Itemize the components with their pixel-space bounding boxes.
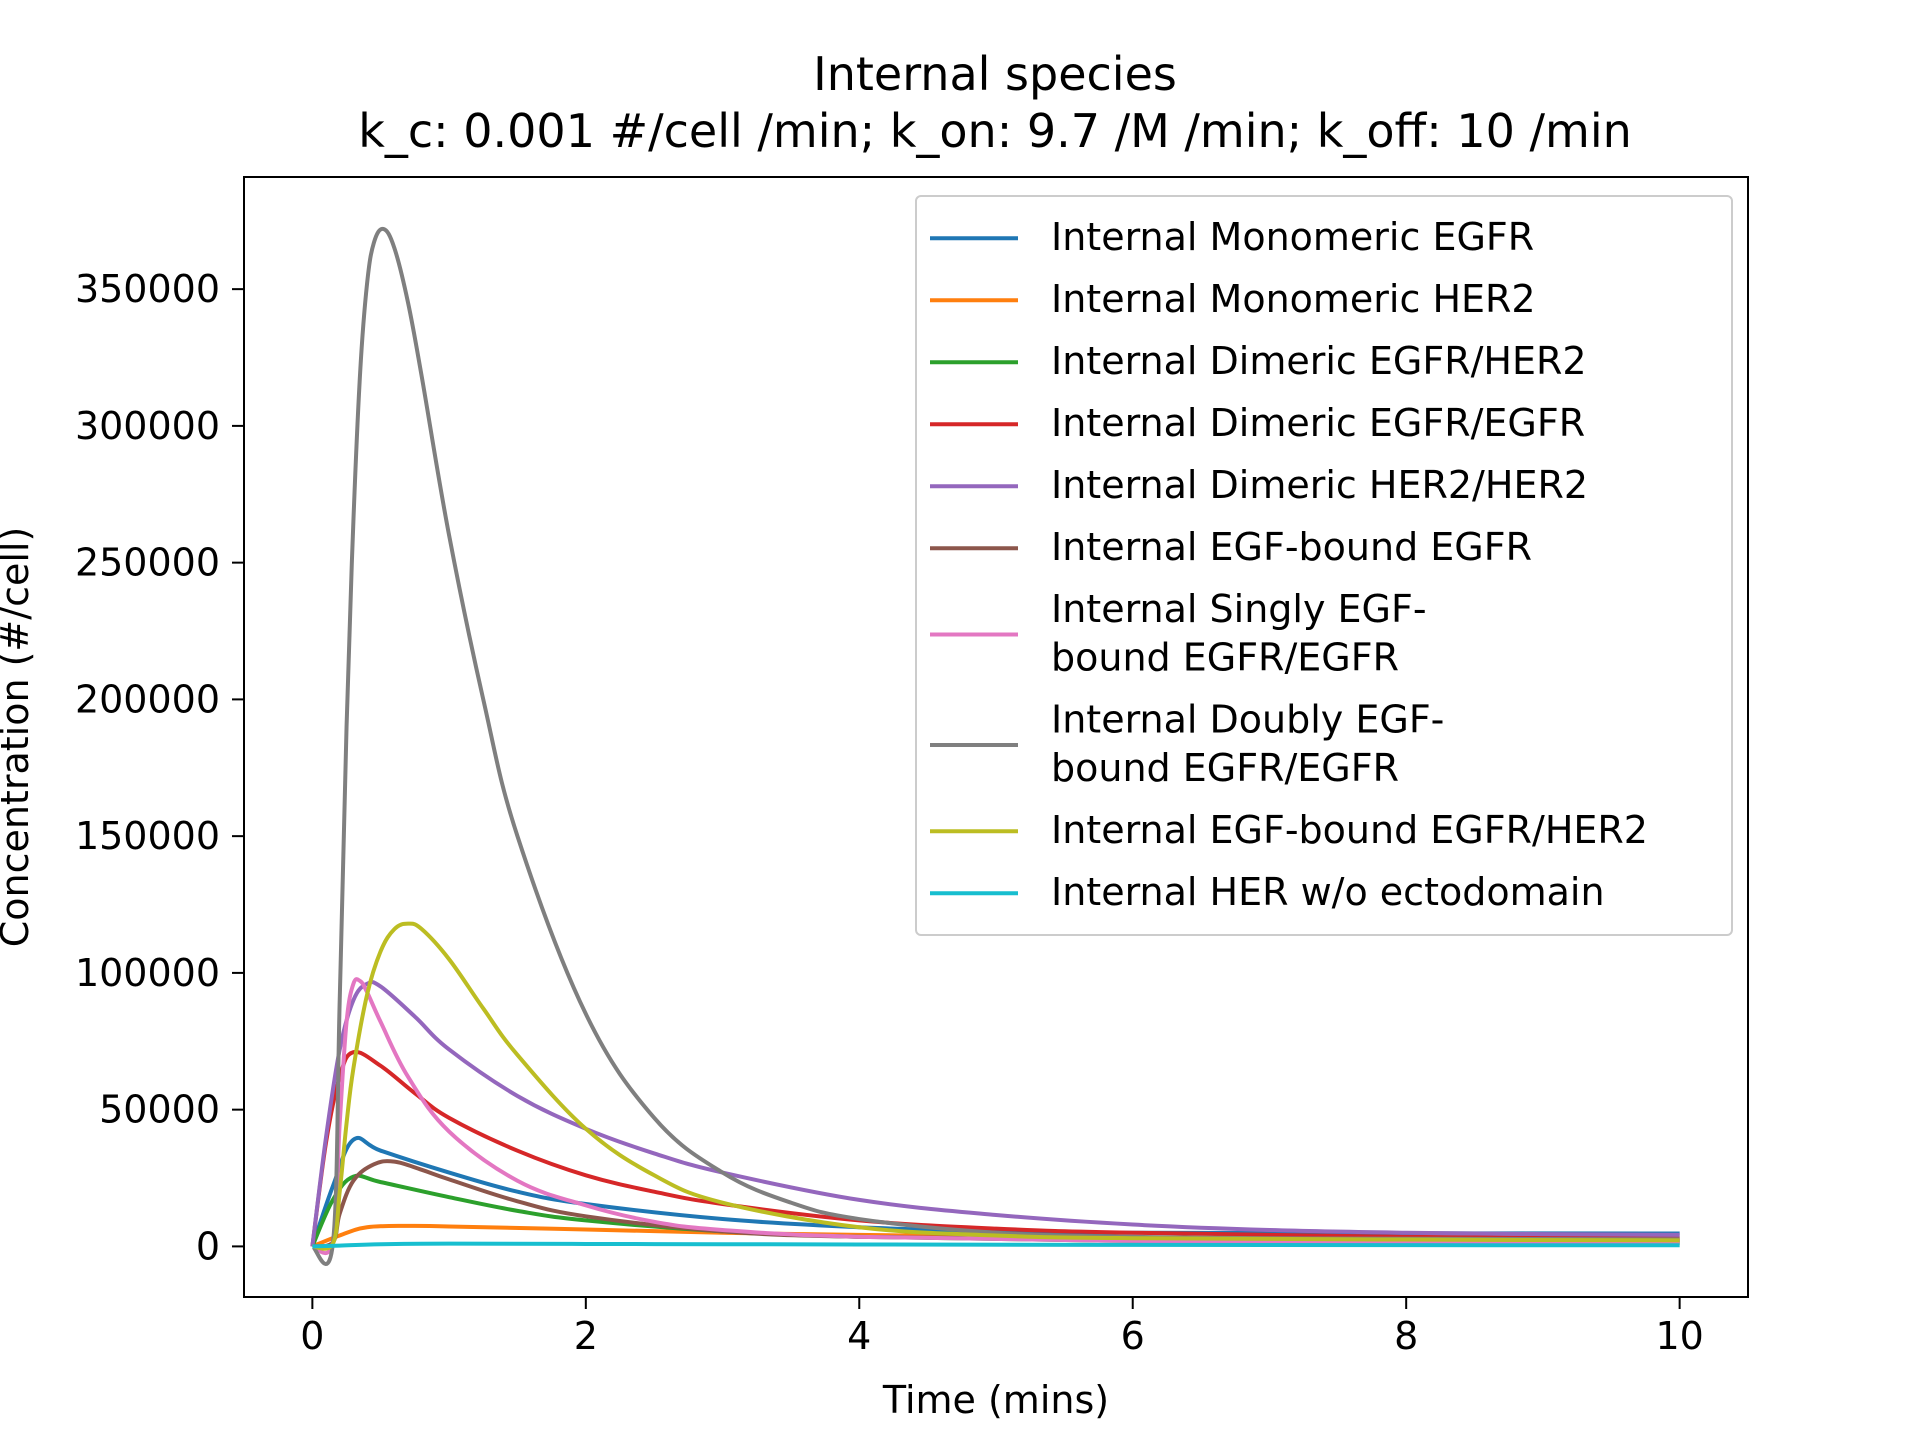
y-tick-label: 0: [196, 1224, 220, 1268]
legend-frame: [915, 195, 1733, 936]
y-tick-label: 100000: [75, 951, 220, 995]
chart-title: Internal species: [813, 47, 1177, 101]
x-tick-label: 4: [847, 1314, 871, 1358]
series-line-10: [312, 1241, 1680, 1249]
x-tick-label: 2: [574, 1314, 598, 1358]
y-tick-label: 200000: [75, 677, 220, 721]
series-line-7: [311, 977, 1680, 1256]
legend-label-10: Internal HER w/o ectodomain: [1051, 870, 1605, 914]
y-tick-label: 50000: [99, 1088, 220, 1132]
series-layer: [310, 226, 1680, 1266]
x-axis-label: Time (mins): [882, 1378, 1109, 1422]
legend-label-6: Internal EGF-bound EGFR: [1051, 525, 1532, 569]
plot-frame: [243, 176, 1749, 1298]
x-tick-label: 0: [300, 1314, 324, 1358]
y-tick-label: 300000: [75, 404, 220, 448]
legend: Internal Monomeric EGFR Internal Monomeri…: [915, 195, 1733, 936]
x-tick-label: 8: [1394, 1314, 1418, 1358]
legend-label-7: Internal Singly EGF-bound EGFR/EGFR: [1051, 587, 1427, 680]
legend-label-5: Internal Dimeric HER2/HER2: [1051, 463, 1588, 507]
legend-label-9: Internal EGF-bound EGFR/HER2: [1051, 808, 1648, 852]
y-axis-label: Concentration (#/cell): [0, 527, 37, 948]
series-line-4: [310, 1049, 1680, 1247]
chart-subtitle: k_c: 0.001 #/cell /min; k_on: 9.7 /M /mi…: [358, 104, 1632, 158]
legend-label-1: Internal Monomeric EGFR: [1051, 215, 1534, 259]
y-tick-label: 350000: [75, 267, 220, 311]
series-line-1: [310, 1135, 1680, 1248]
x-tick-label: 10: [1655, 1314, 1703, 1358]
legend-label-2: Internal Monomeric HER2: [1051, 277, 1536, 321]
legend-label-4: Internal Dimeric EGFR/EGFR: [1051, 401, 1585, 445]
series-line-9: [312, 921, 1680, 1251]
x-tick-label: 6: [1121, 1314, 1145, 1358]
y-tick-label: 150000: [75, 814, 220, 858]
y-tick-label: 250000: [75, 541, 220, 585]
y-axis: 0 50000 100000 150000 200000 250000 300000 3500…: [75, 267, 244, 1268]
series-line-5: [310, 980, 1680, 1247]
legend-label-8: Internal Doubly EGF-bound EGFR/EGFR: [1051, 698, 1444, 791]
legend-label-3: Internal Dimeric EGFR/HER2: [1051, 339, 1587, 383]
x-axis: 0 2 4 6 8 10: [300, 1297, 1704, 1358]
